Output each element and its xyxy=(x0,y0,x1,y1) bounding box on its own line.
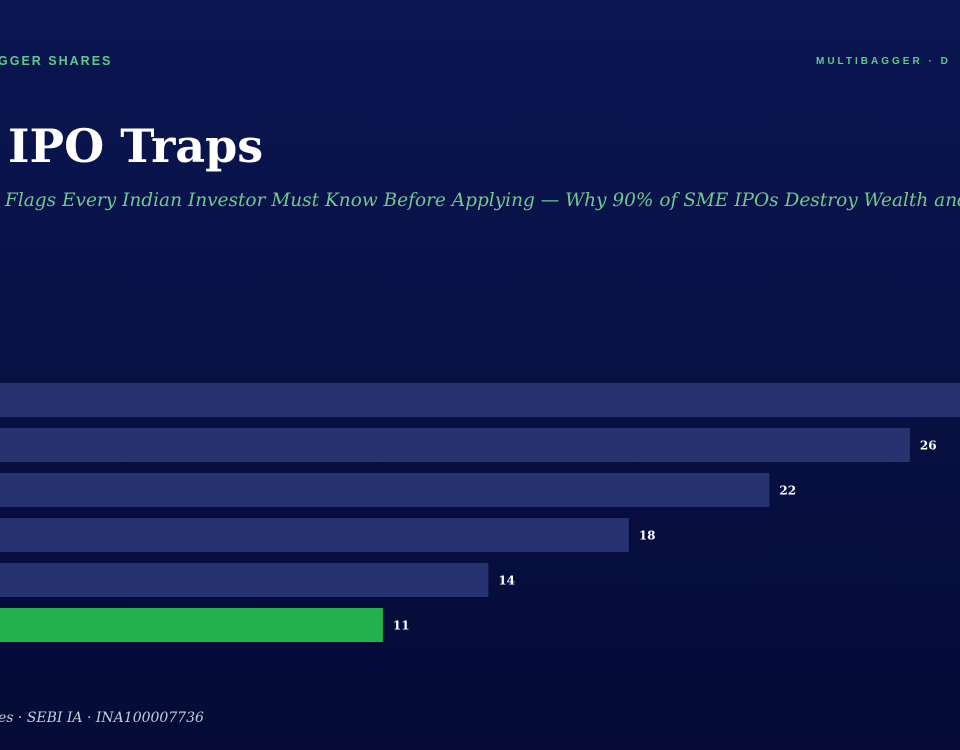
bar xyxy=(0,563,489,597)
value-label: 14 xyxy=(498,574,515,588)
subtitle: Flags Every Indian Investor Must Know Be… xyxy=(4,190,960,211)
bar xyxy=(0,608,383,642)
bar xyxy=(0,473,770,507)
bar xyxy=(0,428,910,462)
value-label: 11 xyxy=(393,619,410,633)
value-label: 26 xyxy=(920,439,937,453)
brand: GGER SHARES xyxy=(0,54,112,68)
footer: es · SEBI IA · INA100007736 xyxy=(0,710,204,726)
value-label: 18 xyxy=(639,529,656,543)
bar xyxy=(0,383,960,417)
title: IPO Traps xyxy=(8,119,263,173)
bar xyxy=(0,518,629,552)
bar-chart: 26 22 18 14 11 xyxy=(0,383,960,642)
value-label: 22 xyxy=(779,484,796,498)
tag: MULTIBAGGER · D xyxy=(816,56,951,67)
